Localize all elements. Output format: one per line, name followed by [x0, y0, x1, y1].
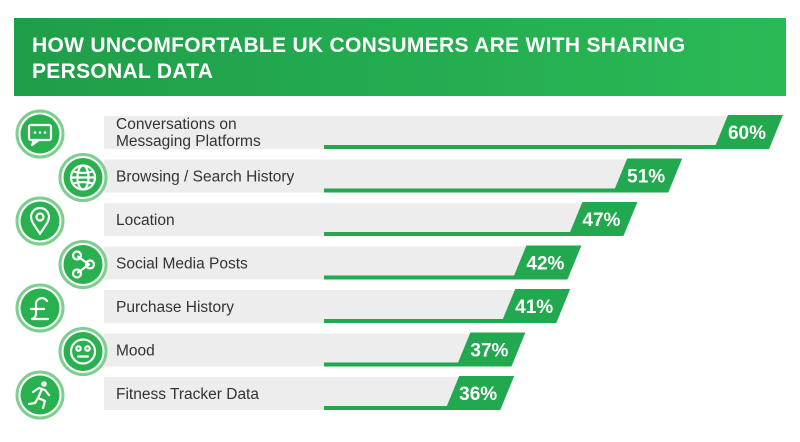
runner-icon: [15, 370, 65, 420]
value-label-bg: [568, 202, 638, 236]
category-label: Purchase History: [116, 299, 234, 316]
bar-band: [104, 159, 682, 193]
value-label: 60%: [728, 123, 766, 144]
bar-band: [104, 246, 581, 280]
bar-band: [104, 290, 570, 323]
mood-face-icon: [58, 327, 108, 376]
bar-row: 41% Purchase History: [15, 283, 571, 333]
bar-row: 42% Social Media Posts: [58, 240, 582, 289]
bar-accent: [324, 188, 656, 193]
value-label: 36%: [459, 384, 497, 405]
chart-title: HOW UNCOMFORTABLE UK CONSUMERS ARE WITH …: [32, 34, 686, 83]
bar-band: [104, 377, 514, 410]
bar-band: [104, 116, 782, 149]
bar-accent: [324, 275, 555, 280]
globe-icon: [58, 153, 108, 202]
category-label: Fitness Tracker Data: [116, 386, 259, 403]
value-label-bg: [445, 376, 515, 410]
category-label: Social Media Posts: [116, 256, 248, 273]
pound-sign-icon: [15, 283, 65, 333]
value-label-bg: [512, 245, 582, 280]
value-label-bg: [501, 289, 571, 323]
bar-row: 36% Fitness Tracker Data: [15, 370, 515, 420]
category-label: Mood: [116, 343, 155, 360]
bar-accent: [324, 406, 488, 410]
category-label: Location: [116, 212, 175, 229]
value-label: 42%: [526, 254, 564, 275]
bar-band: [104, 203, 637, 236]
value-label-bg: [714, 115, 783, 149]
category-label: Conversations on: [116, 116, 237, 133]
bar-row: 47% Location: [15, 196, 638, 246]
value-label-bg: [456, 332, 526, 367]
bar-accent: [324, 145, 756, 149]
value-label: 51%: [627, 167, 665, 188]
value-label: 37%: [470, 341, 508, 362]
value-label: 47%: [582, 210, 620, 231]
bar-band: [104, 333, 525, 367]
bar-accent: [324, 319, 544, 323]
location-pin-icon: [15, 196, 65, 246]
category-label: Browsing / Search History: [116, 169, 295, 186]
share-icon: [58, 240, 108, 289]
chat-bubble-icon: [15, 109, 65, 159]
value-label-bg: [613, 158, 683, 193]
chart-header: HOW UNCOMFORTABLE UK CONSUMERS ARE WITH …: [14, 18, 786, 96]
bar-row: 37% Mood: [58, 327, 526, 376]
bar-accent: [324, 232, 611, 236]
bar-row: 51% Browsing / Search History: [58, 153, 683, 202]
category-label: Messaging Platforms: [116, 133, 261, 150]
value-label: 41%: [515, 297, 553, 318]
bar-accent: [324, 362, 499, 367]
